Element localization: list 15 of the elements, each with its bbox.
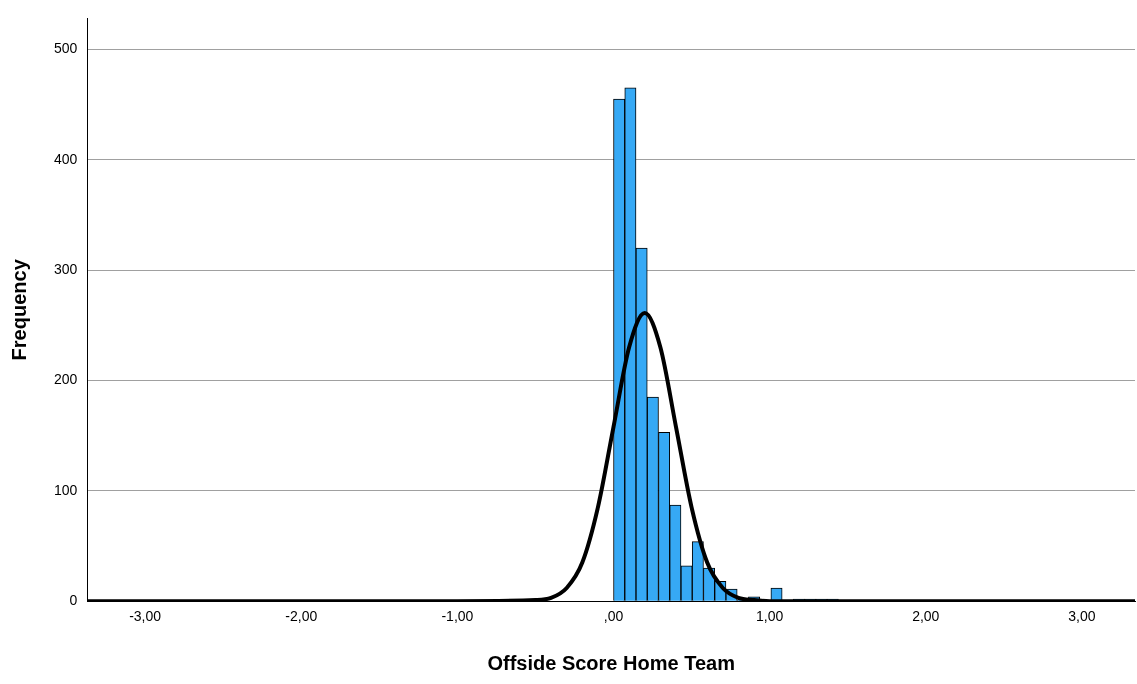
- x-axis-title: Offside Score Home Team: [487, 651, 735, 674]
- y-axis-title: Frequency: [7, 258, 30, 361]
- x-tick-label: -1,00: [441, 608, 474, 625]
- y-tick-label: 200: [54, 371, 78, 388]
- x-tick-label: -3,00: [129, 608, 162, 625]
- x-tick-label: -2,00: [285, 608, 318, 625]
- y-tick-label: 300: [54, 260, 78, 277]
- y-tick-label: 400: [54, 150, 78, 167]
- y-tick-label: 500: [54, 40, 78, 57]
- y-tick-label: 0: [69, 592, 78, 609]
- y-tick-label: 100: [54, 481, 78, 498]
- x-tick-label: 1,00: [756, 608, 784, 625]
- x-tick-label: 3,00: [1068, 608, 1096, 625]
- x-tick-label: ,00: [603, 608, 624, 625]
- x-tick-label: 2,00: [912, 608, 940, 625]
